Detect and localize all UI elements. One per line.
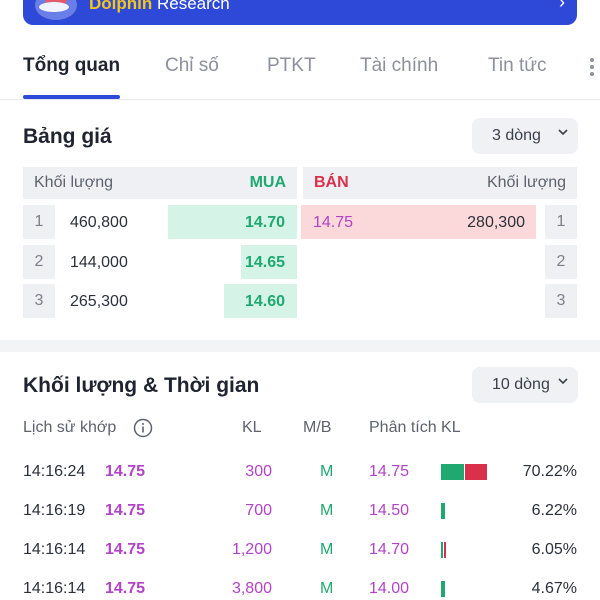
sell-share-bar	[465, 464, 487, 480]
kl-header: KL	[242, 419, 262, 436]
banner-title-rest: Research	[152, 0, 230, 13]
buy-volume-bar	[224, 284, 297, 318]
analysis-price: 14.00	[369, 580, 410, 597]
order-book-buy-header: Khối lượng MUA	[23, 167, 297, 199]
order-book-sell-header: BÁN Khối lượng	[303, 167, 577, 199]
buy-price[interactable]: 14.65	[244, 254, 285, 271]
sell-volume-bar	[301, 205, 536, 239]
order-book-title: Bảng giá	[23, 125, 112, 148]
sell-share-bar	[444, 542, 446, 558]
row-index: 2	[23, 245, 55, 279]
chevron-down-icon	[558, 127, 568, 137]
trade-side: M	[320, 541, 334, 558]
order-book-rows-dropdown[interactable]: 3 dòng	[472, 118, 578, 154]
trade-row: 14:16:24 14.75 300 M 14.75 70.22%	[0, 461, 600, 485]
trade-price: 14.75	[105, 541, 146, 558]
trade-time: 14:16:14	[23, 541, 86, 558]
trade-time: 14:16:19	[23, 502, 86, 519]
history-header: Lịch sử khớp	[23, 419, 117, 436]
row-index: 3	[23, 284, 55, 318]
active-tab-indicator	[23, 95, 120, 99]
banner-title: Dolphin Research	[89, 0, 230, 14]
banner-brand: Dolphin	[89, 0, 153, 13]
more-vertical-icon[interactable]	[590, 55, 600, 77]
trade-time: 14:16:24	[23, 463, 86, 480]
analysis-price: 14.50	[369, 502, 410, 519]
volume-share-percent: 70.22%	[522, 463, 577, 480]
trade-volume: 700	[245, 502, 272, 519]
stock-tabs: Tổng quan Chỉ số PTKT Tài chính Tin tức	[0, 50, 600, 100]
buy-share-bar	[441, 503, 445, 519]
buy-volume-header: Khối lượng	[34, 174, 114, 191]
sell-price[interactable]: 14.75	[313, 214, 354, 231]
chevron-down-icon	[558, 376, 568, 386]
sell-volume-header: Khối lượng	[486, 174, 566, 191]
buy-share-bar	[441, 542, 443, 558]
tab-financials[interactable]: Tài chính	[360, 55, 439, 76]
buy-share-bar	[441, 464, 464, 480]
trade-price: 14.75	[105, 463, 146, 480]
info-icon[interactable]	[133, 418, 153, 438]
trade-time: 14:16:14	[23, 580, 86, 597]
section-divider	[0, 340, 600, 352]
trade-volume: 1,200	[231, 541, 272, 558]
order-book-row: 1 460,800 14.70 14.75 280,300 1	[0, 205, 600, 239]
buy-volume: 460,800	[70, 214, 128, 231]
buy-volume-bar	[168, 205, 297, 239]
tab-news[interactable]: Tin tức	[488, 55, 547, 76]
row-index-right: 2	[545, 245, 577, 279]
buy-price[interactable]: 14.70	[244, 214, 285, 231]
sell-header: BÁN	[314, 174, 349, 191]
volume-share-percent: 4.67%	[531, 580, 577, 597]
trade-side: M	[320, 580, 334, 597]
buy-header: MUA	[249, 174, 286, 191]
trade-volume: 3,800	[231, 580, 272, 597]
mb-header: M/B	[303, 419, 332, 436]
trade-side: M	[320, 502, 334, 519]
buy-volume: 265,300	[70, 293, 128, 310]
trades-rows-dropdown[interactable]: 10 dòng	[472, 367, 578, 403]
volume-share-percent: 6.22%	[531, 502, 577, 519]
row-index-right: 3	[545, 284, 577, 318]
buy-volume-bar	[241, 245, 297, 279]
trade-price: 14.75	[105, 502, 146, 519]
promo-banner[interactable]: Dolphin Research ›	[23, 0, 577, 25]
analysis-price: 14.75	[369, 463, 410, 480]
row-index-right: 1	[545, 205, 577, 239]
trade-side: M	[320, 463, 334, 480]
buy-share-bar	[441, 581, 445, 597]
tab-overview[interactable]: Tổng quan	[23, 55, 121, 76]
buy-price[interactable]: 14.60	[244, 293, 285, 310]
sell-volume: 280,300	[467, 214, 525, 231]
order-book-row: 3 265,300 14.60 3	[0, 284, 600, 318]
volume-share-percent: 6.05%	[531, 541, 577, 558]
trades-title: Khối lượng & Thời gian	[23, 374, 260, 397]
analysis-price: 14.70	[369, 541, 410, 558]
tab-indices[interactable]: Chỉ số	[165, 55, 219, 76]
dropdown-value: 10 dòng	[492, 376, 550, 393]
tab-technical[interactable]: PTKT	[267, 55, 316, 76]
dropdown-value: 3 dòng	[492, 127, 541, 144]
trade-row: 14:16:19 14.75 700 M 14.50 6.22%	[0, 500, 600, 524]
trade-row: 14:16:14 14.75 1,200 M 14.70 6.05%	[0, 539, 600, 563]
dolphin-research-logo	[35, 0, 77, 20]
order-book-row: 2 144,000 14.65 2	[0, 245, 600, 279]
trade-price: 14.75	[105, 580, 146, 597]
trade-row: 14:16:14 14.75 3,800 M 14.00 4.67%	[0, 578, 600, 600]
buy-volume: 144,000	[70, 254, 128, 271]
trade-volume: 300	[245, 463, 272, 480]
chevron-right-icon: ›	[559, 0, 565, 12]
analysis-header: Phân tích KL	[369, 419, 461, 436]
row-index: 1	[23, 205, 55, 239]
